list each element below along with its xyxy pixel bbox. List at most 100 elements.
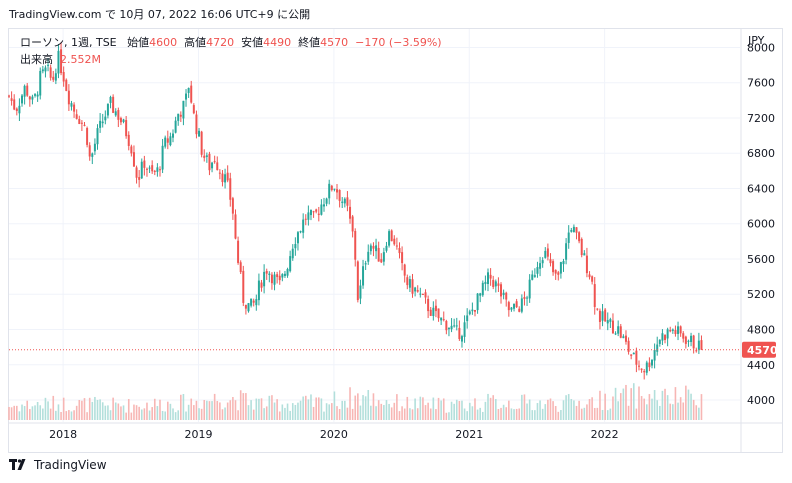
y-tick-2: 4800 <box>747 324 775 337</box>
y-tick-4: 5600 <box>747 253 775 266</box>
volume-bar <box>344 400 346 420</box>
candle-body <box>627 340 630 352</box>
candle-body <box>500 284 503 297</box>
candle-body <box>624 335 627 342</box>
volume-bar <box>396 394 398 420</box>
candle-body <box>479 293 482 296</box>
volume-bar <box>700 394 703 420</box>
candle-body <box>575 227 578 233</box>
volume-bar <box>380 403 383 420</box>
candlesticks <box>8 42 703 380</box>
candle-body <box>531 274 534 280</box>
candle-body <box>690 335 693 343</box>
volume-bar <box>419 396 422 420</box>
volume-bar <box>500 407 502 420</box>
volume-bar <box>148 410 151 420</box>
candle-body <box>414 287 417 292</box>
volume-bar <box>370 405 372 420</box>
volume-bar <box>312 406 315 420</box>
candle-body <box>473 310 476 312</box>
candle-body <box>546 248 549 257</box>
price-axis: 4000 4400 4800 5200 5600 6000 6400 6800 7200 7600… <box>747 41 775 407</box>
candle-body <box>468 311 471 315</box>
low-label: 安値 <box>241 36 264 49</box>
candle-body <box>289 256 292 272</box>
candle-body <box>21 95 24 104</box>
candle-body <box>62 71 65 82</box>
candle-body <box>281 274 284 278</box>
volume-bar <box>268 395 271 420</box>
candle-body <box>356 261 359 301</box>
candle-body <box>619 326 622 338</box>
volume-bar <box>169 403 172 420</box>
volume-bar <box>88 397 91 420</box>
volume-bar <box>203 400 206 420</box>
volume-bar <box>182 393 185 420</box>
volume-bar <box>685 385 687 420</box>
candle-body <box>572 226 575 233</box>
volume-bar <box>172 408 174 420</box>
candle-body <box>93 143 96 152</box>
volume-bar <box>354 395 357 420</box>
volume-bar <box>445 412 448 420</box>
candle-body <box>445 321 448 331</box>
candle-body <box>336 189 339 193</box>
tradingview-brand[interactable]: TradingView <box>9 458 107 472</box>
volume-bar <box>359 405 362 420</box>
y-tick-7: 6800 <box>747 147 775 160</box>
volume-bar <box>109 410 112 420</box>
volume-bar <box>435 409 437 420</box>
volume-bar <box>166 401 169 420</box>
volume-bar <box>224 407 226 420</box>
volume-bar <box>36 401 39 420</box>
candle-body <box>544 250 547 258</box>
candle-body <box>101 121 104 124</box>
candle-body <box>218 172 221 174</box>
volume-bar <box>390 407 393 420</box>
y-tick-0: 4000 <box>747 394 775 407</box>
candle-body <box>57 50 60 74</box>
volume-bar <box>65 411 68 420</box>
candle-body <box>536 267 539 274</box>
volume-bar <box>125 412 127 420</box>
volume-bar <box>187 404 190 420</box>
volume-bar <box>333 391 336 420</box>
volume-bar <box>208 401 211 420</box>
candle-body <box>205 155 208 157</box>
candle-body <box>637 365 640 367</box>
volume-bar <box>416 408 419 420</box>
candle-body <box>450 325 453 330</box>
x-tick-3: 2021 <box>455 428 483 441</box>
candle-body <box>190 85 193 103</box>
candle-body <box>528 279 531 299</box>
candle-body <box>177 113 180 121</box>
candle-body <box>216 162 219 171</box>
candle-body <box>583 253 586 256</box>
volume-bar <box>86 412 88 420</box>
volume-bar <box>338 409 341 420</box>
candle-body <box>505 292 508 300</box>
candle-body <box>578 232 581 242</box>
volume-bar <box>245 393 247 420</box>
volume-bar <box>70 411 73 420</box>
volume-bar <box>104 405 107 420</box>
volume-bar <box>151 407 153 420</box>
volume-bar <box>640 396 643 420</box>
y-tick-8: 7200 <box>747 112 775 125</box>
candle-body <box>179 114 182 117</box>
volume-bar <box>492 395 495 420</box>
volume-bar <box>427 402 429 420</box>
volume-bar <box>99 399 101 420</box>
candle-body <box>278 275 281 281</box>
volume-bar <box>518 408 521 420</box>
volume-bar <box>357 393 359 420</box>
candle-body <box>151 165 154 172</box>
brand-name: TradingView <box>34 458 107 472</box>
volume-bar <box>16 405 18 420</box>
time-axis: 2018 2019 2020 2021 2022 <box>49 428 618 441</box>
candle-body <box>185 93 188 100</box>
candle-body <box>684 336 687 344</box>
volume-bar <box>75 405 78 420</box>
candle-body <box>481 282 484 296</box>
